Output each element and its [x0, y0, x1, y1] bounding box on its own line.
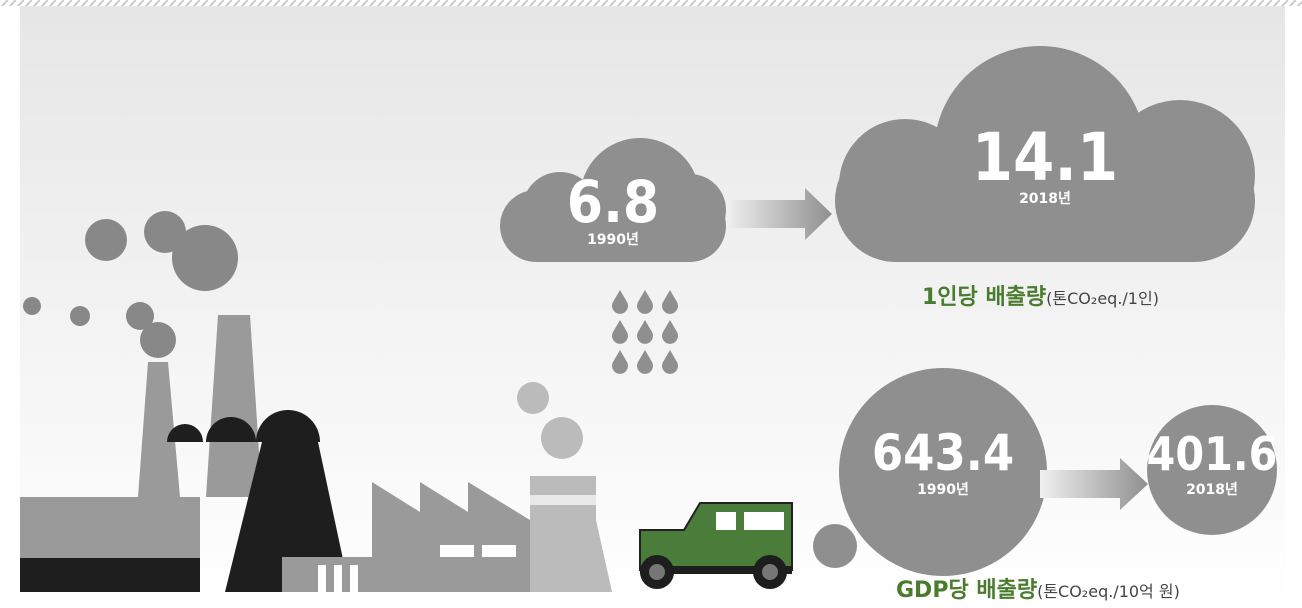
big-cloud: [835, 46, 1255, 262]
small-cloud: [500, 138, 726, 262]
top-strip: [0, 0, 1302, 6]
label-title: GDP당 배출량: [896, 578, 1037, 603]
label: GDP당 배출량(톤CO₂eq./10억 원): [896, 578, 1180, 603]
year: 1990년: [587, 232, 639, 248]
value: 643.4: [872, 424, 1014, 482]
label-title: 1인당 배출량: [922, 285, 1046, 310]
value: 14.1: [972, 119, 1119, 196]
year: 2018년: [1186, 482, 1238, 498]
arrow: [1040, 458, 1148, 510]
rain-drops: [612, 290, 678, 374]
label-unit: (톤CO₂eq./10억 원): [1037, 582, 1180, 601]
label-unit: (톤CO₂eq./1인): [1046, 289, 1159, 308]
arrow: [726, 188, 832, 240]
year: 2018년: [1019, 191, 1071, 207]
year: 1990년: [917, 482, 969, 498]
value: 401.6: [1147, 427, 1278, 481]
value: 6.8: [567, 168, 659, 236]
factory-illustration: [20, 211, 857, 592]
label: 1인당 배출량(톤CO₂eq./1인): [922, 285, 1159, 310]
circle: [1147, 405, 1277, 535]
circle: [839, 368, 1047, 576]
